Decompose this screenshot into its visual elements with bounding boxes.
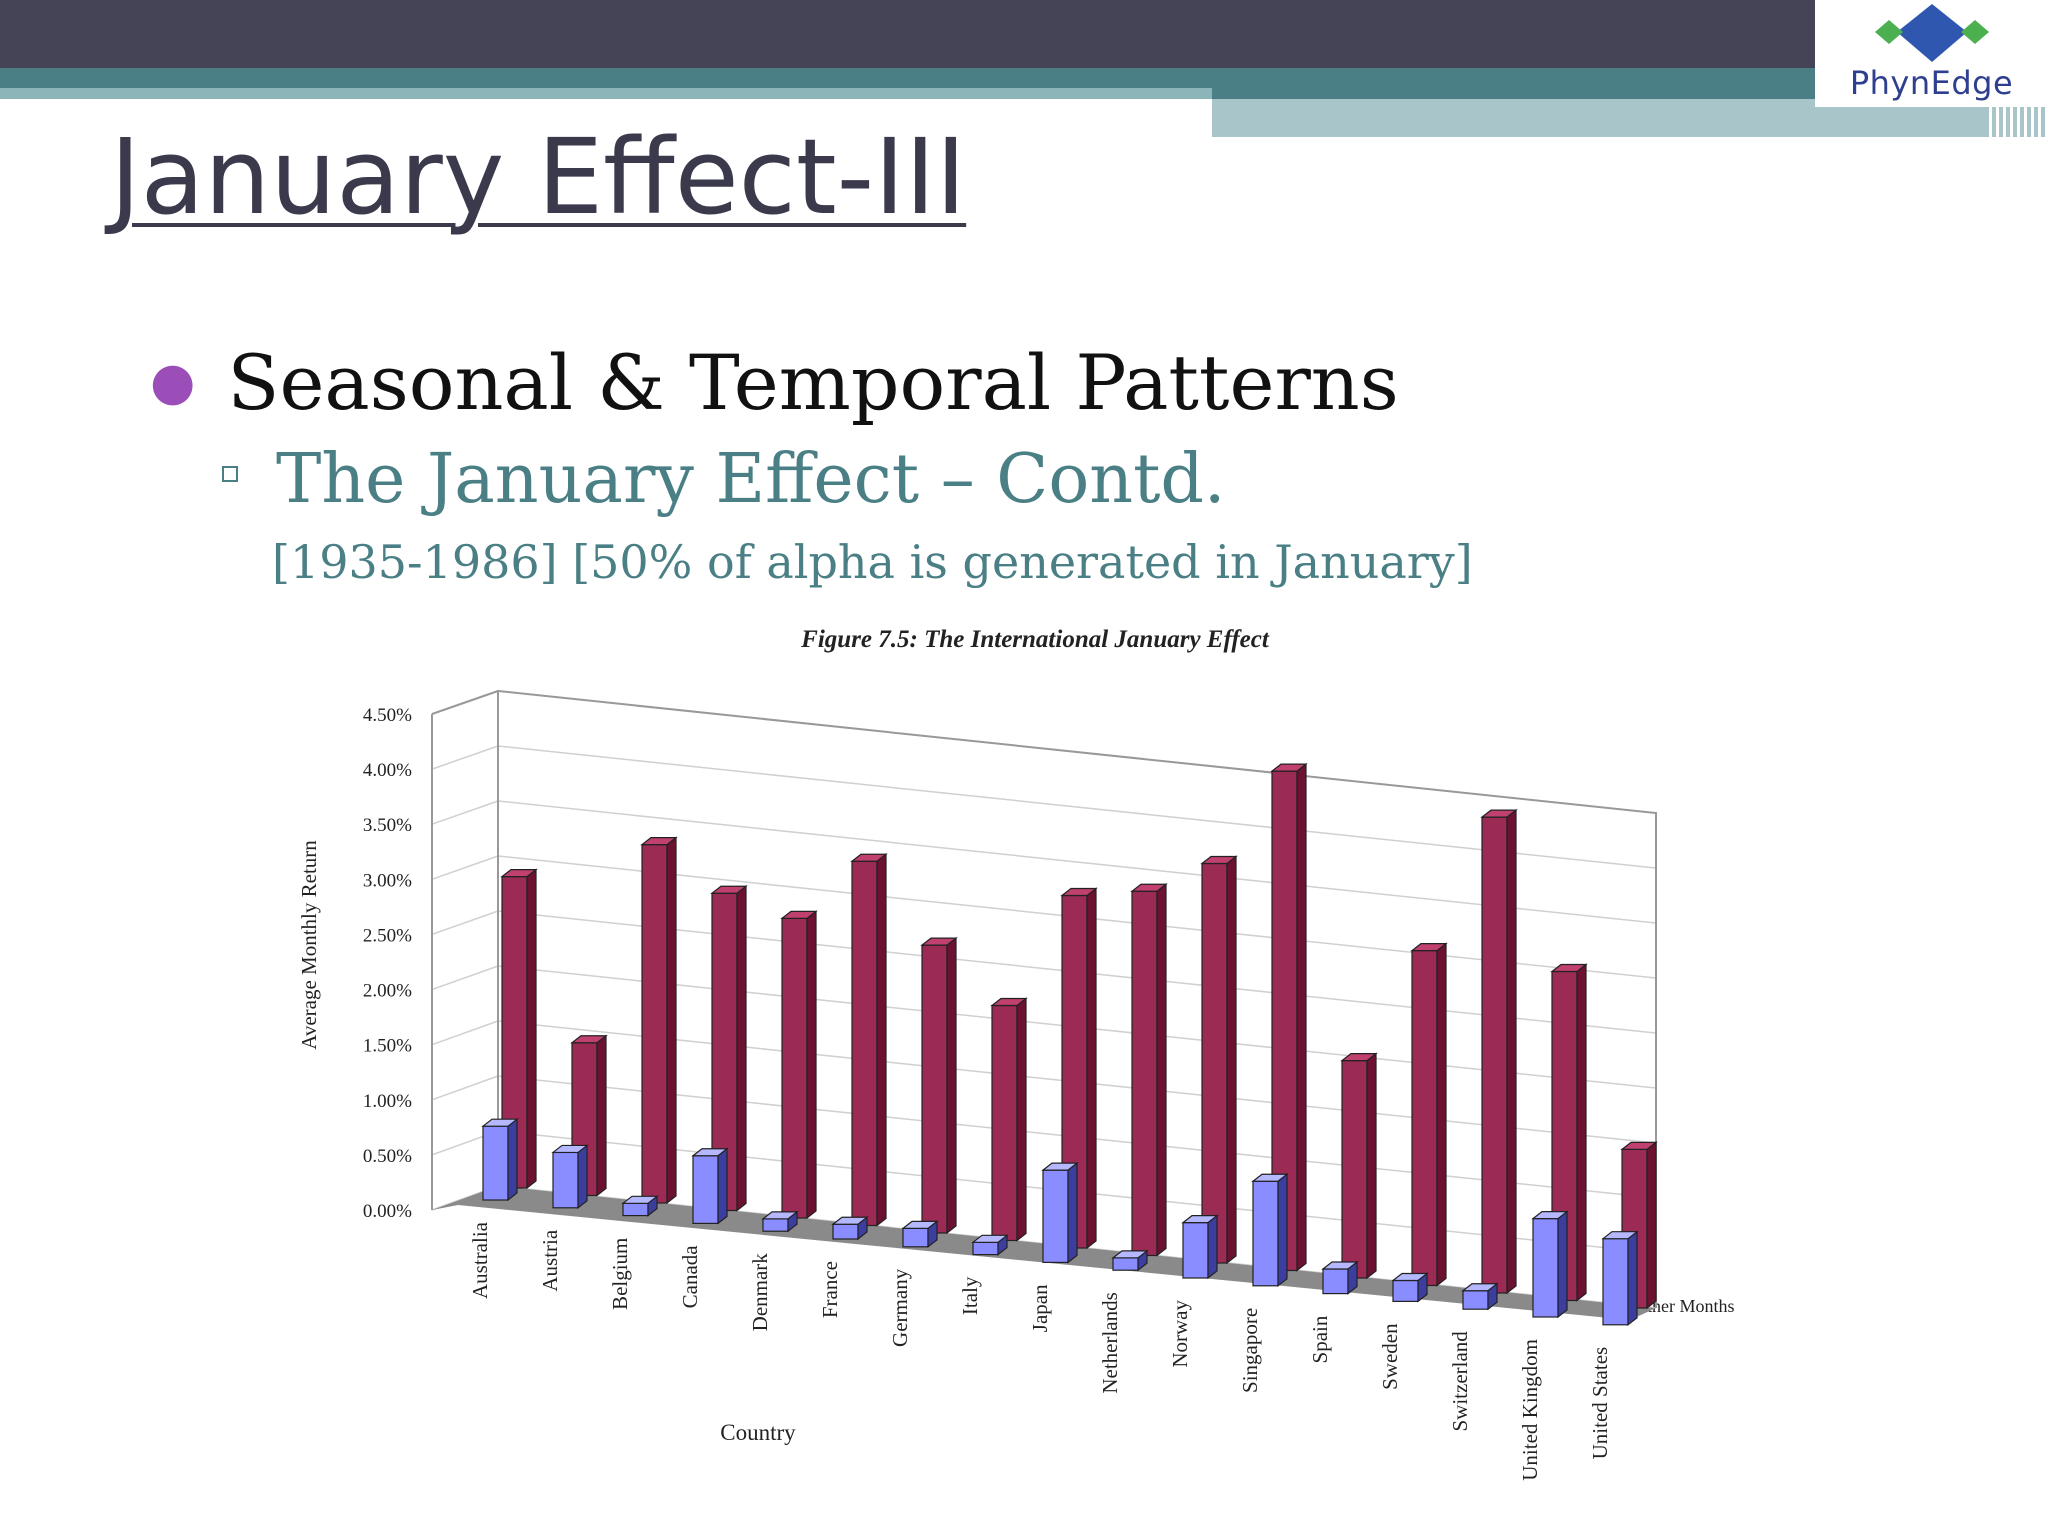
gridline	[497, 800, 1657, 924]
other-months-bar	[1251, 1173, 1289, 1288]
sub-bullet-detail: [1935-1986] [50% of alpha is generated i…	[272, 535, 1473, 589]
bullet-item: ● Seasonal & Temporal Patterns	[150, 338, 1399, 427]
january-bar	[990, 997, 1028, 1242]
x-tick-label: United Kingdom	[1518, 1339, 1542, 1481]
x-tick-label: Italy	[958, 1276, 982, 1315]
other-months-bar	[481, 1117, 519, 1202]
x-tick-label: Netherlands	[1098, 1292, 1122, 1393]
other-months-bar	[551, 1144, 589, 1210]
x-tick-label: Austria	[538, 1229, 562, 1292]
y-tick-label: 1.50%	[363, 1036, 412, 1057]
sub-bullet-square-icon	[222, 466, 238, 482]
other-months-bar	[1321, 1260, 1359, 1295]
other-months-bar	[1601, 1230, 1639, 1327]
logo-diamond-icon	[1875, 4, 1989, 62]
january-bar	[850, 853, 888, 1227]
y-tick-label: 0.00%	[363, 1201, 412, 1222]
other-months-bar	[761, 1210, 799, 1233]
x-tick-label: Singapore	[1238, 1308, 1262, 1393]
y-tick-label: 2.00%	[363, 981, 412, 1002]
x-tick-label: Australia	[468, 1221, 492, 1299]
other-months-bar	[1461, 1282, 1499, 1311]
x-tick-label: Belgium	[608, 1238, 632, 1310]
y-tick-label: 0.50%	[363, 1146, 412, 1167]
axis-top-edge	[431, 690, 499, 715]
header-accent-band-light	[0, 88, 1212, 99]
x-tick-label: Denmark	[748, 1253, 772, 1332]
january-bar	[1480, 808, 1518, 1295]
x-tick-label: Canada	[678, 1245, 702, 1309]
sub-bullet-text: The January Effect – Contd.	[276, 440, 1226, 519]
y-tick-label: 1.00%	[363, 1091, 412, 1112]
x-tick-label: United States	[1588, 1347, 1612, 1460]
legend-other-months: Other Months	[1634, 1296, 1735, 1316]
gridline-side	[431, 855, 499, 881]
gridline-side	[431, 1075, 499, 1101]
other-months-bar	[1531, 1210, 1569, 1319]
gridline-side	[431, 800, 499, 825]
january-bar	[1130, 883, 1168, 1257]
y-tick-label: 3.00%	[363, 870, 412, 891]
x-axis-label: Country	[720, 1420, 796, 1445]
sub-bullet-item: The January Effect – Contd.	[222, 440, 1226, 519]
other-months-bar	[691, 1147, 729, 1225]
january-bar	[1200, 855, 1238, 1265]
gridline-side	[431, 745, 499, 770]
bullet-dot-icon: ●	[150, 352, 196, 412]
y-tick-label: 3.50%	[363, 815, 412, 836]
header-accent-band-right	[1212, 88, 1815, 99]
other-months-bar	[1111, 1249, 1149, 1272]
january-bar	[1340, 1052, 1378, 1280]
chart-title: Figure 7.5: The International January Ef…	[800, 626, 1270, 653]
page-title: January Effect-III	[110, 116, 967, 238]
january-bar	[640, 836, 678, 1205]
gridline-side	[431, 1020, 499, 1046]
y-tick-label: 4.00%	[363, 760, 412, 781]
x-tick-label: France	[818, 1261, 842, 1318]
header-band	[0, 0, 1815, 68]
other-months-bar	[621, 1195, 659, 1217]
x-tick-label: Norway	[1168, 1300, 1192, 1368]
header-accent-band	[0, 68, 1815, 88]
other-months-bar	[1181, 1214, 1219, 1280]
x-tick-label: Switzerland	[1448, 1331, 1472, 1432]
other-months-bar	[1041, 1161, 1079, 1264]
other-months-bar	[831, 1216, 869, 1241]
logo-text: PhynEdge	[1849, 64, 2014, 102]
bullet-text: Seasonal & Temporal Patterns	[227, 338, 1399, 427]
other-months-bar	[1391, 1272, 1429, 1303]
other-months-bar	[971, 1234, 1009, 1256]
x-tick-label: Japan	[1028, 1284, 1052, 1332]
x-tick-label: Spain	[1308, 1315, 1332, 1363]
gridline-side	[431, 965, 499, 991]
january-bar	[780, 910, 818, 1220]
gridline-side	[431, 910, 499, 936]
january-bar	[1410, 942, 1448, 1287]
chart-back-wall	[497, 689, 1657, 1308]
january-bar	[920, 936, 958, 1235]
logo: PhynEdge	[1815, 0, 2048, 107]
x-tick-label: Sweden	[1378, 1323, 1402, 1390]
january-bar	[1550, 963, 1588, 1302]
other-months-bar	[901, 1220, 939, 1249]
y-tick-label: 4.50%	[363, 705, 412, 726]
x-tick-label: Germany	[888, 1268, 912, 1347]
gridline	[497, 745, 1657, 869]
y-tick-label: 2.50%	[363, 925, 412, 946]
y-axis-label: Average Monthly Return	[297, 840, 321, 1050]
